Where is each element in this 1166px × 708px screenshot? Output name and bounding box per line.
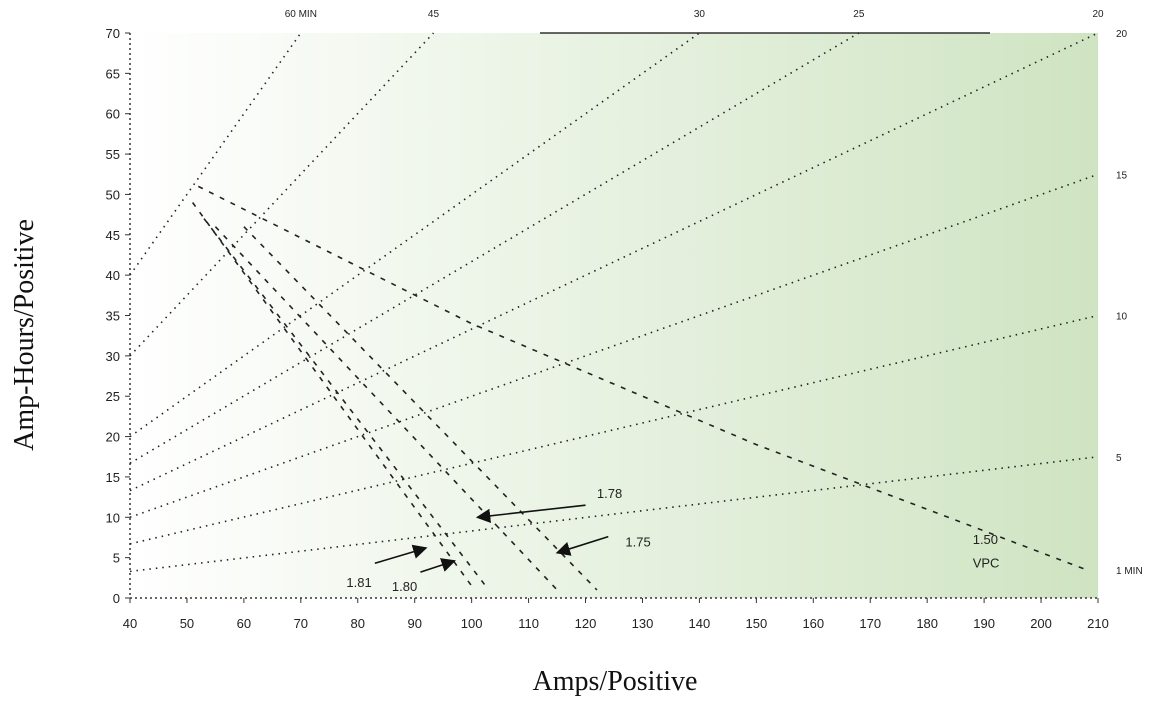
y-tick-label: 5 <box>113 551 120 566</box>
annotation-label: VPC <box>973 555 1000 570</box>
top-minute-label: 30 <box>694 9 706 20</box>
y-tick-label: 10 <box>106 510 120 525</box>
annotation-arrow-1 <box>420 558 456 573</box>
right-minute-label: 20 <box>1116 29 1128 40</box>
y-tick-label: 55 <box>106 147 120 162</box>
x-tick-label: 150 <box>746 616 768 631</box>
x-tick-label: 80 <box>351 616 365 631</box>
annotations: 1.81 1.80 1.78 1.75 1.50 VPC <box>346 486 999 594</box>
x-ticks: 40 50 60 70 80 90 100 110 120 130 140 150 160 170 180 1… <box>123 598 1109 631</box>
y-tick-label: 60 <box>106 107 120 122</box>
top-minute-label: 20 <box>1092 9 1104 20</box>
arrow-layer <box>374 504 609 573</box>
annotation-label: 1.75 <box>625 535 650 550</box>
y-ticks: 0 5 10 15 20 25 30 35 40 45 50 55 60 65 70 <box>106 26 130 606</box>
annotation-arrow-3 <box>555 535 609 556</box>
y-tick-label: 70 <box>106 26 120 41</box>
x-tick-label: 110 <box>518 616 539 631</box>
top-minute-label: 45 <box>428 9 440 20</box>
annotation-arrow-0 <box>374 544 428 565</box>
x-tick-label: 170 <box>859 616 881 631</box>
x-tick-label: 50 <box>180 616 194 631</box>
annotation-label: 1.81 <box>346 575 371 590</box>
x-axis-title: Amps/Positive <box>533 666 698 697</box>
top-minute-label: 60 MIN <box>285 9 317 20</box>
right-minute-label: 10 <box>1116 312 1128 323</box>
annotation-arrow-2 <box>475 504 586 523</box>
x-tick-label: 120 <box>575 616 597 631</box>
annotation-label: 1.50 <box>973 532 998 547</box>
y-tick-label: 65 <box>106 66 120 81</box>
y-tick-label: 45 <box>106 228 120 243</box>
x-tick-label: 60 <box>237 616 251 631</box>
y-tick-label: 15 <box>106 470 120 485</box>
y-axis-title: Amp-Hours/Positive <box>9 219 40 451</box>
y-tick-label: 40 <box>106 268 120 283</box>
top-minute-axis: 60 MIN 45 30 25 20 <box>285 9 1104 20</box>
series-layer <box>129 32 1099 591</box>
right-minute-label: 15 <box>1116 170 1128 181</box>
x-tick-label: 70 <box>294 616 308 631</box>
x-tick-label: 90 <box>407 616 421 631</box>
x-tick-label: 180 <box>916 616 938 631</box>
top-minute-label: 25 <box>853 9 865 20</box>
x-tick-label: 200 <box>1030 616 1052 631</box>
plot-area <box>130 33 1098 598</box>
y-tick-label: 0 <box>113 591 120 606</box>
series-line-voltage-3 <box>243 226 598 591</box>
series-line-time-6 <box>129 32 435 357</box>
x-tick-label: 210 <box>1087 616 1109 631</box>
y-tick-label: 50 <box>106 187 120 202</box>
x-tick-label: 160 <box>802 616 824 631</box>
right-minute-label: 5 <box>1116 453 1122 464</box>
x-tick-label: 130 <box>632 616 654 631</box>
annotation-label: 1.78 <box>597 486 622 501</box>
x-tick-label: 100 <box>461 616 483 631</box>
right-minute-axis: 1 MIN 5 10 15 20 <box>1116 29 1143 577</box>
x-tick-label: 190 <box>973 616 995 631</box>
y-tick-label: 25 <box>106 389 120 404</box>
series-line-voltage-4 <box>197 185 1087 571</box>
x-tick-label: 40 <box>123 616 137 631</box>
series-line-time-8 <box>129 32 860 464</box>
annotation-label: 1.80 <box>392 579 417 594</box>
y-tick-label: 30 <box>106 349 120 364</box>
y-tick-label: 20 <box>106 430 120 445</box>
y-tick-label: 35 <box>106 309 120 324</box>
right-minute-label: 1 MIN <box>1116 566 1143 577</box>
x-tick-label: 140 <box>689 616 711 631</box>
